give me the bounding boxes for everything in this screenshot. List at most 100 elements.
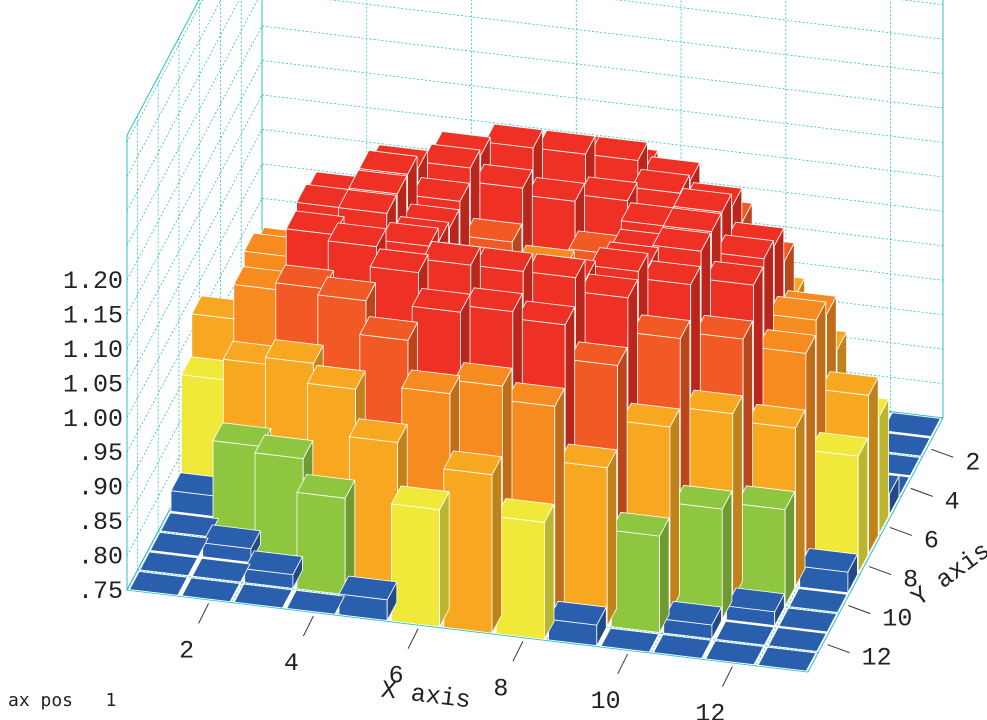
bar-top-face xyxy=(505,382,565,407)
z-gridline xyxy=(126,0,944,246)
y-axis-title: Y axis xyxy=(906,537,987,613)
bar-top-face xyxy=(631,168,691,194)
z-tick-label: .85 xyxy=(78,508,123,537)
x-tick-label: 12 xyxy=(695,700,725,720)
x-tick-label: 2 xyxy=(179,636,194,665)
bar-side-face xyxy=(554,388,565,621)
y-tick-label: 10 xyxy=(882,605,912,634)
bar xyxy=(715,620,775,646)
bar-top-face xyxy=(443,450,503,476)
bar-top-face xyxy=(191,557,251,583)
bar-side-face xyxy=(857,438,869,574)
z-gridline xyxy=(126,59,944,315)
bar xyxy=(652,634,712,659)
bar-front-face xyxy=(611,529,660,633)
bar-top-face xyxy=(421,143,481,169)
y-tick-label: 4 xyxy=(945,487,960,516)
bar xyxy=(296,473,356,596)
bar-top-face xyxy=(641,260,701,286)
bar xyxy=(882,412,942,437)
z-gridline xyxy=(126,25,944,281)
bar-top-face xyxy=(704,260,764,286)
bar-top-face xyxy=(767,295,827,321)
bar-top-face xyxy=(286,589,346,615)
bar-top-face xyxy=(589,247,649,272)
bar xyxy=(390,485,450,628)
z-tick-label: .90 xyxy=(78,474,123,503)
bar-top-face xyxy=(474,247,534,272)
bar-top-face xyxy=(463,217,523,243)
bar xyxy=(705,640,765,666)
bar-top-face xyxy=(715,234,775,260)
bar xyxy=(149,531,209,557)
bar-front-face xyxy=(558,461,608,627)
bar-top-face xyxy=(536,129,596,155)
bar xyxy=(286,589,346,615)
bar-top-face xyxy=(401,369,461,395)
bar xyxy=(191,557,251,583)
bar-top-face xyxy=(767,627,827,652)
bar-top-face xyxy=(663,600,723,626)
bar-top-face xyxy=(568,341,628,366)
bar-top-face xyxy=(254,434,314,460)
bar-side-face xyxy=(669,408,680,614)
bar-top-face xyxy=(327,222,387,248)
bar-top-face xyxy=(578,176,638,202)
x-tick-mark xyxy=(512,641,524,662)
bar-top-face xyxy=(390,485,450,511)
z-gridline xyxy=(126,94,944,350)
z-tick-label: 1.10 xyxy=(63,336,123,365)
bar-top-face xyxy=(379,221,439,247)
bar-top-face xyxy=(652,227,712,252)
y-tick-mark xyxy=(827,644,850,654)
z-tick-label: 1.20 xyxy=(63,267,123,296)
bar xyxy=(244,550,304,589)
bar-top-face xyxy=(359,316,419,341)
bar-top-face xyxy=(212,422,272,447)
bar-top-face xyxy=(411,287,471,313)
axis-tick-marks xyxy=(198,448,954,687)
bar-top-face xyxy=(725,587,785,613)
bar-top-face xyxy=(736,485,796,511)
z-gridline xyxy=(126,0,204,143)
bar xyxy=(558,443,618,627)
z-tick-label: 1.00 xyxy=(63,405,123,434)
x-tick-mark xyxy=(302,615,314,637)
bar-top-face xyxy=(715,620,775,646)
bar-top-face xyxy=(788,588,848,613)
bar-top-face xyxy=(799,547,859,573)
bar-top-face xyxy=(421,240,481,266)
z-tick-label: 1.05 xyxy=(63,370,123,399)
y-tick-label: 12 xyxy=(862,644,892,673)
bar-side-face xyxy=(721,490,733,620)
bar-top-face xyxy=(139,551,199,577)
bar xyxy=(778,607,838,633)
x-tick-label: 4 xyxy=(284,649,299,678)
bar-top-face xyxy=(348,169,408,195)
bar-top-face xyxy=(306,364,366,390)
y-tick-label: 6 xyxy=(924,526,939,555)
x-tick-mark xyxy=(721,666,733,687)
bar-top-face xyxy=(369,248,429,274)
bar-front-face xyxy=(390,503,441,628)
x-tick-label: 6 xyxy=(389,662,404,691)
bar-front-face xyxy=(495,516,545,640)
status-readout: ax pos 1 xyxy=(8,690,116,711)
bar xyxy=(139,551,199,577)
bar-top-face xyxy=(128,571,188,596)
bar xyxy=(788,588,848,613)
bar-top-face xyxy=(338,575,398,601)
bar-top-face xyxy=(819,371,879,396)
bar-side-face xyxy=(606,449,618,627)
bar-top-face xyxy=(621,402,681,428)
bar-top-face xyxy=(652,634,712,659)
bar-top-face xyxy=(705,640,765,666)
z-tick-label: .95 xyxy=(78,439,123,468)
bar-top-face xyxy=(516,300,576,326)
bar xyxy=(809,431,869,574)
bar-top-face xyxy=(296,473,356,499)
bar-top-face xyxy=(411,177,471,202)
bar-top-face xyxy=(473,163,533,189)
z-tick-label: .75 xyxy=(78,577,123,606)
